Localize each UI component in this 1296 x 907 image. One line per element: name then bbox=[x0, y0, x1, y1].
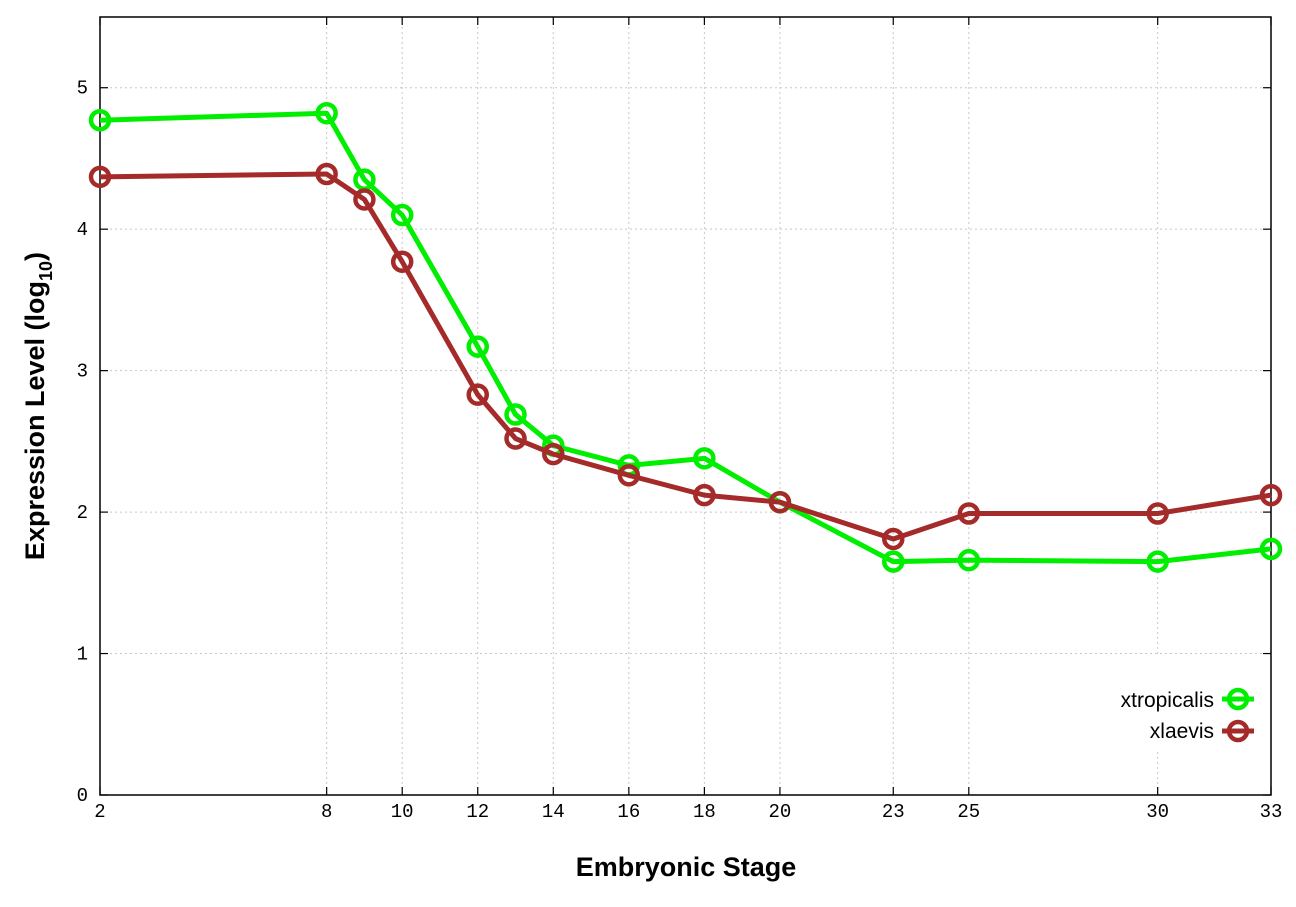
y-axis-title-close: ) bbox=[20, 252, 50, 261]
x-tick-label: 14 bbox=[542, 801, 565, 823]
data-point bbox=[768, 490, 792, 514]
x-tick-label: 16 bbox=[617, 801, 640, 823]
series-xlaevis bbox=[88, 162, 1283, 551]
x-tick-label: 20 bbox=[769, 801, 792, 823]
y-axis-title-subscript: 10 bbox=[36, 261, 56, 281]
x-tick-label: 8 bbox=[321, 801, 332, 823]
data-point bbox=[542, 442, 565, 466]
y-tick-label: 1 bbox=[77, 644, 88, 666]
x-tick-label: 18 bbox=[693, 801, 716, 823]
legend-entry-xtropicalis: xtropicalis bbox=[1121, 687, 1254, 712]
series-line bbox=[99, 110, 1272, 565]
y-tick-label: 5 bbox=[77, 78, 88, 100]
data-point bbox=[1146, 550, 1169, 573]
x-tick-label: 2 bbox=[94, 801, 105, 823]
data-point bbox=[882, 527, 905, 551]
y-axis-title-main: Expression Level (log bbox=[20, 281, 50, 560]
legend-label: xlaevis bbox=[1150, 720, 1214, 743]
data-point bbox=[315, 162, 338, 186]
x-tick-label: 25 bbox=[957, 801, 980, 823]
data-point bbox=[353, 188, 376, 211]
legend-label: xtropicalis bbox=[1121, 689, 1214, 712]
legend-background bbox=[1072, 655, 1268, 751]
data-point bbox=[957, 548, 981, 572]
data-point bbox=[617, 464, 641, 487]
x-tick-label: 33 bbox=[1260, 801, 1283, 823]
plot-frame bbox=[99, 16, 1272, 796]
x-tick-label: 12 bbox=[466, 801, 489, 823]
y-tick-label: 0 bbox=[77, 785, 88, 807]
data-point bbox=[1259, 483, 1283, 507]
x-axis-title: Embryonic Stage bbox=[576, 852, 797, 882]
y-axis-title: Expression Level (log10) bbox=[20, 252, 56, 560]
y-tick-label: 3 bbox=[77, 361, 88, 383]
legend-swatch-marker bbox=[1226, 719, 1250, 743]
data-point bbox=[88, 109, 112, 132]
x-tick-label: 23 bbox=[882, 801, 905, 823]
legend: xtropicalis xlaevis bbox=[1072, 655, 1268, 751]
legend-swatch-marker bbox=[1226, 687, 1250, 711]
series-line bbox=[99, 171, 1272, 542]
data-point bbox=[88, 165, 112, 189]
data-point bbox=[504, 427, 527, 450]
y-tick-label: 4 bbox=[77, 219, 88, 241]
data-point bbox=[315, 101, 338, 125]
data-point bbox=[693, 447, 716, 470]
data-point bbox=[466, 383, 489, 406]
data-point bbox=[390, 203, 414, 227]
data-point bbox=[1259, 537, 1283, 561]
y-tick-label: 2 bbox=[77, 502, 88, 524]
series-layer bbox=[88, 101, 1283, 573]
data-point bbox=[693, 483, 716, 507]
data-point bbox=[882, 550, 905, 573]
data-point bbox=[957, 502, 981, 525]
legend-entry-xlaevis: xlaevis bbox=[1150, 719, 1254, 743]
data-point bbox=[390, 250, 414, 273]
x-tick-label: 10 bbox=[391, 801, 414, 823]
data-point bbox=[466, 335, 489, 358]
series-xtropicalis bbox=[88, 101, 1283, 573]
data-point bbox=[1146, 502, 1169, 525]
x-tick-label: 30 bbox=[1146, 801, 1169, 823]
data-point bbox=[504, 403, 527, 426]
